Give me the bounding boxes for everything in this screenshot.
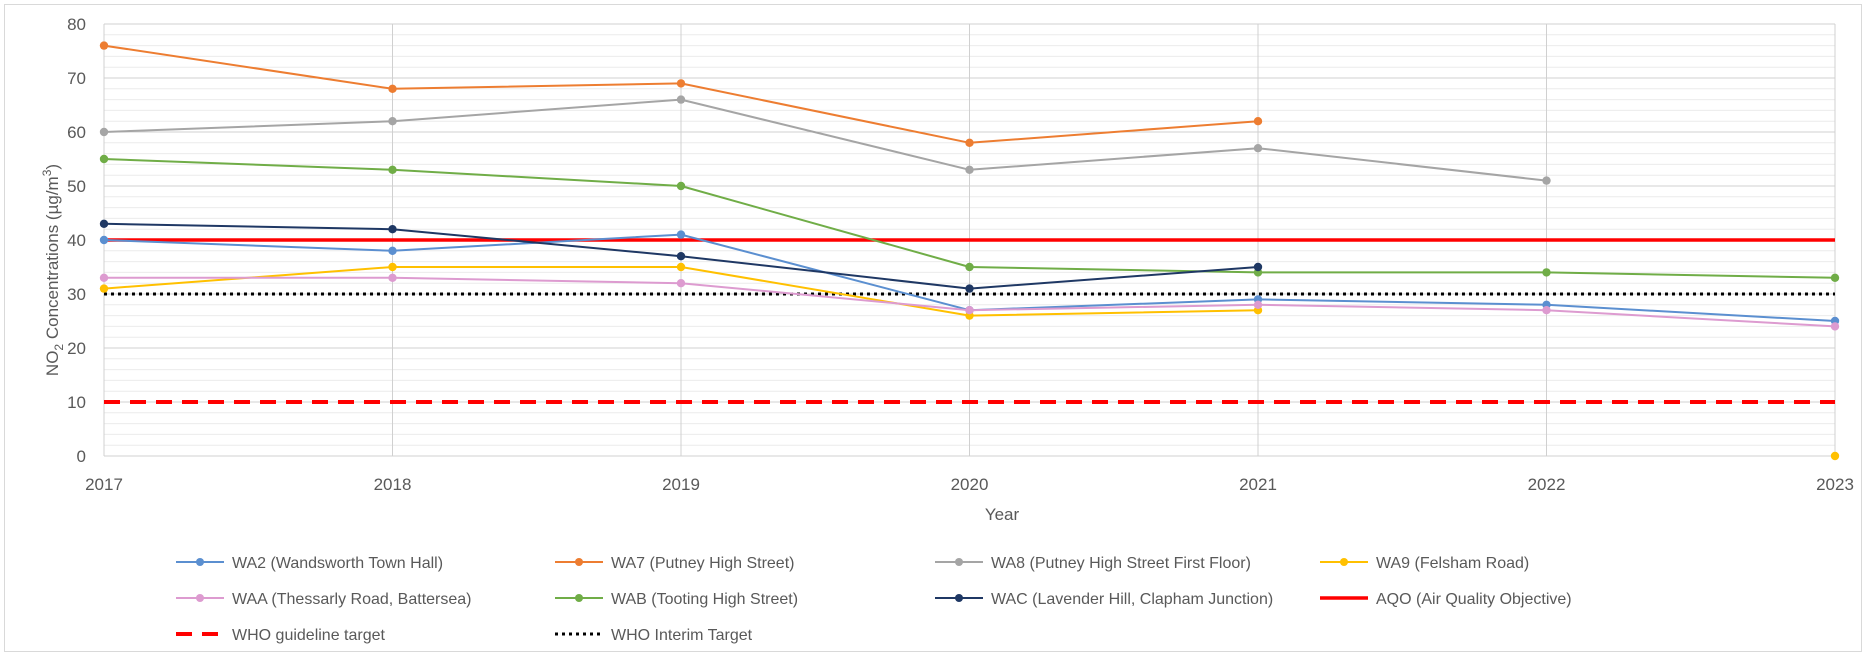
legend-item: WAA (Thessarly Road, Battersea) — [176, 591, 472, 608]
legend-marker — [196, 558, 204, 566]
data-point — [388, 262, 397, 272]
series-6 — [99, 219, 1263, 293]
data-point — [99, 154, 109, 164]
data-point — [1830, 322, 1840, 331]
series-2 — [99, 95, 1551, 185]
legend-label: WAA (Thessarly Road, Battersea) — [232, 591, 472, 608]
legend-marker — [575, 558, 583, 566]
data-point — [965, 284, 974, 293]
y-tick-labels: 0 10 20 30 40 50 60 70 80 — [67, 15, 86, 466]
x-tick-label: 2018 — [374, 475, 412, 494]
data-point — [1253, 262, 1263, 272]
data-point — [388, 273, 397, 282]
data-point — [676, 262, 686, 272]
legend-label: WAB (Tooting High Street) — [611, 591, 798, 608]
y-tick-label: 60 — [67, 123, 86, 142]
legend-marker — [575, 594, 583, 602]
data-point — [1253, 117, 1263, 126]
y-tick-label: 80 — [67, 15, 86, 34]
data-point — [1542, 306, 1551, 315]
legend-label: WA2 (Wandsworth Town Hall) — [232, 555, 443, 572]
x-tick-label: 2020 — [951, 475, 989, 494]
legend-label: WA9 (Felsham Road) — [1376, 555, 1529, 572]
y-axis-title-rest: Concentrations (µg/m — [43, 176, 62, 344]
chart-frame — [4, 4, 1862, 652]
y-tick-label: 70 — [67, 69, 86, 88]
legend-label: WHO Interim Target — [611, 627, 753, 644]
data-point — [965, 165, 974, 174]
legend-label: AQO (Air Quality Objective) — [1376, 591, 1572, 608]
data-point — [676, 79, 686, 88]
data-point — [1830, 451, 1840, 461]
legend-item: WHO Interim Target — [555, 627, 753, 644]
legend-label: WAC (Lavender Hill, Clapham Junction) — [991, 591, 1273, 608]
data-point — [965, 262, 974, 272]
legend-label: WA8 (Putney High Street First Floor) — [991, 555, 1251, 572]
series-1 — [99, 41, 1263, 147]
legend-item: WA7 (Putney High Street) — [555, 555, 794, 572]
data-point — [1253, 144, 1263, 153]
y-tick-label: 50 — [67, 177, 86, 196]
x-tick-label: 2017 — [85, 475, 123, 494]
data-point — [388, 225, 397, 234]
y-tick-label: 30 — [67, 285, 86, 304]
x-tick-label: 2021 — [1239, 475, 1277, 494]
x-axis-title: Year — [985, 505, 1020, 524]
series — [99, 41, 1840, 461]
legend-item: WA2 (Wandsworth Town Hall) — [176, 555, 443, 572]
data-point — [965, 306, 974, 315]
data-point — [676, 279, 686, 288]
y-axis-title: NO2 Concentrations (µg/m3) — [40, 164, 66, 376]
legend-item: WAC (Lavender Hill, Clapham Junction) — [935, 591, 1273, 608]
legend-marker — [955, 558, 963, 566]
data-point — [676, 181, 686, 191]
data-point — [388, 117, 397, 126]
legend-item: WA9 (Felsham Road) — [1320, 555, 1529, 572]
data-point — [1542, 268, 1551, 277]
y-tick-label: 40 — [67, 231, 86, 250]
data-point — [1542, 176, 1551, 185]
x-tick-label: 2019 — [662, 475, 700, 494]
series-4 — [99, 273, 1840, 331]
data-point — [99, 273, 109, 282]
y-tick-label: 10 — [67, 393, 86, 412]
data-point — [388, 246, 397, 255]
data-point — [676, 252, 686, 261]
legend-marker — [1340, 558, 1348, 566]
grid — [103, 23, 1836, 457]
data-point — [388, 165, 397, 174]
y-axis-title-main: NO — [43, 351, 62, 377]
legend: WA2 (Wandsworth Town Hall) WA7 (Putney Hi… — [176, 555, 1572, 644]
legend-marker — [196, 594, 204, 602]
x-tick-label: 2022 — [1528, 475, 1566, 494]
series-line — [103, 98, 1547, 182]
data-point — [99, 235, 109, 245]
data-point — [99, 41, 109, 50]
data-point — [1830, 273, 1840, 282]
data-point — [676, 230, 686, 239]
data-point — [965, 138, 974, 147]
legend-item: WHO guideline target — [176, 627, 386, 644]
data-point — [99, 219, 109, 228]
legend-marker — [955, 594, 963, 602]
data-point — [1253, 300, 1263, 309]
y-axis-title-sub: 2 — [52, 344, 66, 351]
x-tick-label: 2023 — [1816, 475, 1854, 494]
data-point — [676, 95, 686, 104]
y-axis-title-end: ) — [43, 164, 62, 170]
y-tick-label: 20 — [67, 339, 86, 358]
legend-item: WAB (Tooting High Street) — [555, 591, 798, 608]
legend-label: WHO guideline target — [232, 627, 386, 644]
x-tick-labels: 2017 2018 2019 2020 2021 2022 2023 — [85, 475, 1854, 494]
y-tick-label: 0 — [77, 447, 86, 466]
y-axis-title-sup: 3 — [40, 169, 54, 176]
legend-item: WA8 (Putney High Street First Floor) — [935, 555, 1251, 572]
legend-label: WA7 (Putney High Street) — [611, 555, 794, 572]
legend-item: AQO (Air Quality Objective) — [1320, 591, 1572, 608]
data-point — [99, 127, 109, 137]
data-point — [388, 84, 397, 94]
series-5 — [99, 154, 1840, 282]
data-point — [99, 284, 109, 293]
